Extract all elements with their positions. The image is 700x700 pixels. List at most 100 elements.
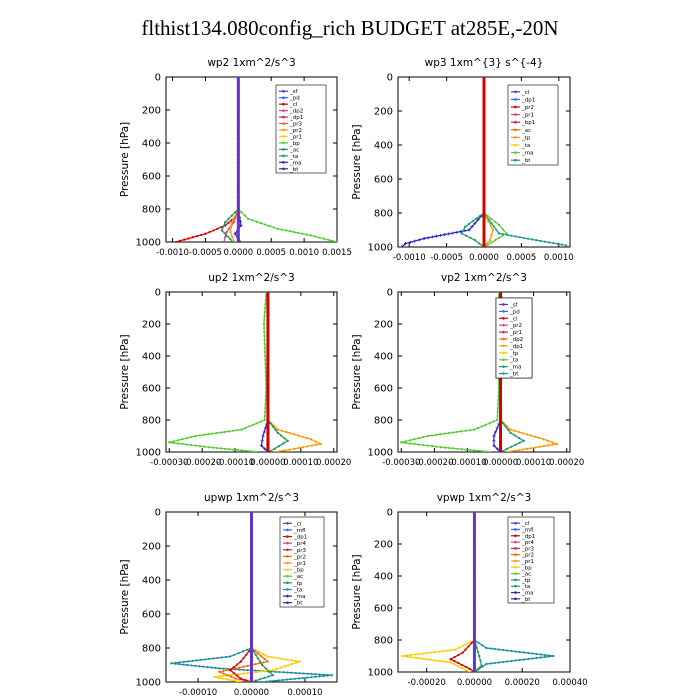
data-point (276, 227, 279, 230)
x-tick-label: 0.00000 (234, 688, 269, 698)
legend-marker (514, 90, 517, 94)
legend-label: _tp (509, 351, 519, 357)
data-point (266, 430, 270, 434)
legend-label: _cl (509, 316, 518, 322)
data-point (481, 450, 484, 452)
data-point (417, 657, 420, 660)
data-point (492, 225, 496, 228)
data-point (417, 437, 421, 440)
legend-label: _sf (509, 302, 519, 308)
data-point (264, 402, 267, 406)
data-point (517, 430, 520, 434)
data-point (551, 443, 554, 446)
data-point (482, 190, 486, 193)
data-point (501, 234, 504, 237)
data-point (521, 448, 525, 451)
legend-marker (282, 102, 285, 106)
data-point (222, 672, 225, 675)
data-point (232, 216, 236, 219)
data-point (305, 436, 308, 440)
data-point (254, 679, 257, 682)
data-point (327, 238, 330, 241)
data-point (499, 382, 502, 386)
data-point (237, 224, 240, 227)
data-point (250, 532, 253, 535)
data-point (289, 432, 292, 435)
data-point (488, 422, 491, 425)
data-point (297, 677, 301, 680)
chart-panel: vpwp 1xm^2/s^3 Pressure [hPa] 0 200 400 600 80… (351, 492, 588, 688)
data-point (475, 646, 478, 650)
legend-label: _tp (293, 581, 303, 587)
data-point (266, 358, 270, 362)
data-point (212, 229, 215, 232)
data-point (255, 220, 258, 223)
data-point (506, 450, 509, 452)
legend-label: _pr2 (509, 323, 522, 329)
data-point (439, 446, 443, 449)
data-point (271, 669, 274, 672)
data-point (266, 318, 270, 322)
data-point (237, 236, 240, 239)
y-tick-label: 600 (374, 604, 393, 615)
legend-marker (282, 115, 285, 119)
data-point (457, 665, 460, 668)
data-point (454, 648, 457, 651)
data-point (482, 135, 486, 138)
data-point (260, 655, 263, 658)
legend-marker (286, 528, 289, 532)
data-point (535, 656, 538, 660)
data-point (245, 653, 248, 656)
data-point (268, 670, 271, 673)
x-tick-label: 0.00010 (287, 688, 322, 698)
legend-label: _bp (289, 141, 300, 147)
data-point (482, 182, 486, 185)
data-point (494, 430, 498, 434)
data-point (297, 434, 300, 437)
data-point (237, 104, 240, 107)
data-point (274, 428, 277, 431)
data-point (194, 434, 197, 438)
data-point (185, 443, 188, 446)
y-tick-label: 400 (142, 576, 161, 587)
data-point (443, 432, 446, 435)
legend-label: _bp (521, 565, 532, 571)
data-point (262, 661, 265, 664)
data-point (250, 638, 253, 641)
legend-label: _ta (289, 154, 298, 160)
data-point (273, 450, 276, 452)
data-point (212, 675, 216, 679)
data-point (290, 659, 293, 662)
data-point (250, 540, 253, 543)
data-point (502, 660, 505, 664)
data-point (240, 211, 243, 214)
data-point (499, 430, 502, 434)
legend-marker (514, 120, 517, 124)
data-point (497, 394, 500, 398)
legend-box (275, 84, 327, 174)
chart-title: up2 1xm^2/s^3 (208, 272, 294, 284)
data-point (250, 557, 253, 560)
data-point (479, 214, 482, 217)
data-point (473, 630, 476, 634)
data-point (490, 234, 493, 237)
data-point (227, 227, 231, 230)
legend: _cl_mfl_dp1_pr4_pr3_pr2_pr1_bp_ac_tp_ta_… (279, 516, 325, 608)
data-point (219, 447, 223, 450)
data-point (473, 650, 476, 654)
data-point (499, 442, 502, 446)
data-point (449, 658, 452, 661)
data-point (530, 447, 533, 450)
data-point (286, 658, 289, 661)
data-point (223, 232, 226, 235)
data-point (250, 515, 253, 518)
data-point (170, 662, 173, 665)
data-point (482, 237, 486, 240)
data-point (495, 447, 499, 451)
data-point (277, 679, 280, 682)
data-point (468, 448, 472, 452)
data-point (542, 438, 545, 441)
data-point (506, 660, 509, 663)
legend-marker (282, 96, 285, 99)
legend-label: _pr1 (289, 134, 302, 140)
